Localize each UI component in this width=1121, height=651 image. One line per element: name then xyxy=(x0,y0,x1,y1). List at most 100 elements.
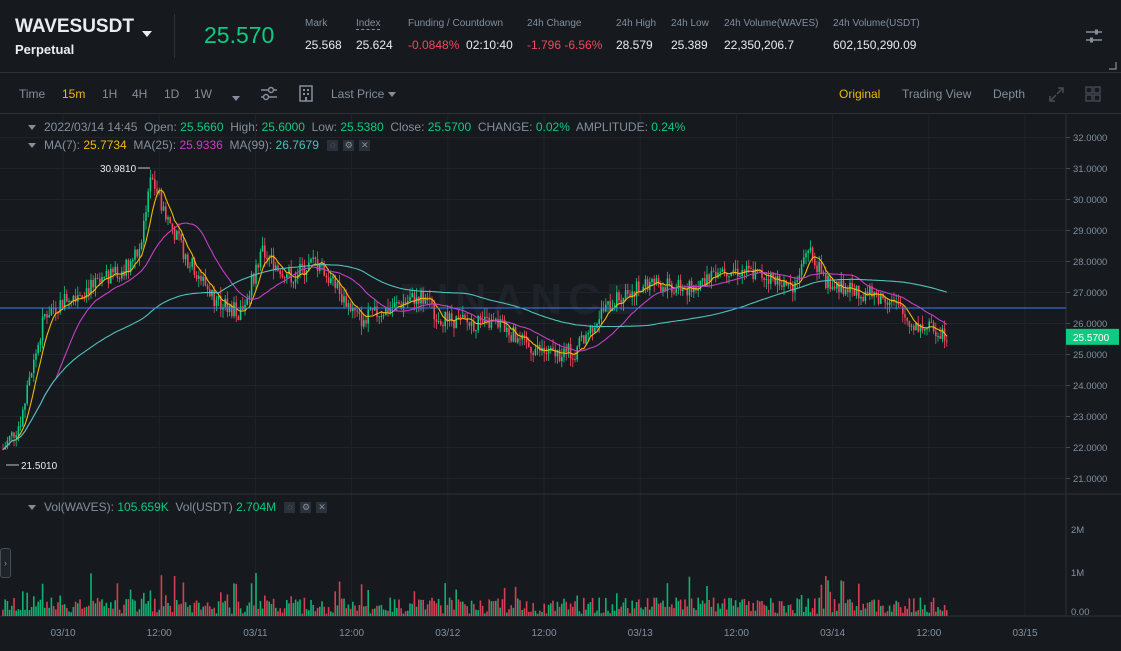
candle-body xyxy=(820,262,823,274)
candle-body xyxy=(778,276,781,286)
volume-bar xyxy=(154,598,156,616)
volume-bar xyxy=(605,597,607,616)
candle-body xyxy=(6,440,9,447)
collapse-volume-icon[interactable] xyxy=(28,505,36,511)
volume-bar xyxy=(389,597,391,616)
candle-body xyxy=(118,277,121,279)
candle-body xyxy=(871,286,873,297)
candle-body xyxy=(572,358,574,360)
candle-body xyxy=(897,301,900,305)
volume-bar xyxy=(814,598,816,616)
interval-1w[interactable]: 1W xyxy=(194,87,212,101)
volume-bar xyxy=(272,598,275,616)
volume-bar xyxy=(52,606,55,616)
view-tradingview-tab[interactable]: Trading View xyxy=(902,87,972,101)
candle-body xyxy=(226,298,229,313)
candlestick-chart[interactable]: BINANCE 30.9810 21.5010 32.0000 31.0000 30.00… xyxy=(0,114,1121,646)
collapse-ohlc-icon[interactable] xyxy=(28,125,36,131)
ma99-value: 26.7679 xyxy=(275,138,319,152)
candle-body xyxy=(129,261,132,273)
y-tick-label: 21.0000 xyxy=(1073,474,1107,485)
vol-settings-icon[interactable]: ⚙ xyxy=(300,502,312,514)
volume-bar xyxy=(418,599,420,616)
volume-bar xyxy=(851,602,853,616)
volume-bar xyxy=(378,605,380,616)
candle-body xyxy=(68,300,70,302)
candle-body xyxy=(503,319,506,332)
candle-body xyxy=(149,177,152,192)
volume-bar xyxy=(539,610,541,616)
volume-bar xyxy=(517,598,519,616)
stat-label[interactable]: Index xyxy=(356,18,381,30)
volume-bar xyxy=(279,608,281,616)
expand-panel-handle[interactable]: › xyxy=(0,548,11,578)
candle-body xyxy=(453,320,455,329)
symbol-name[interactable]: WAVESUSDT xyxy=(15,16,134,37)
fullscreen-icon[interactable] xyxy=(1049,87,1064,102)
building-icon[interactable] xyxy=(299,85,313,102)
volume-bar xyxy=(772,602,774,616)
volume-bar xyxy=(565,601,567,616)
volume-bar xyxy=(17,609,20,616)
volume-bar xyxy=(873,599,875,616)
volume-bar xyxy=(110,602,112,616)
interval-4h[interactable]: 4H xyxy=(132,87,148,101)
view-original-tab[interactable]: Original xyxy=(839,87,881,101)
volume-bar xyxy=(935,611,937,616)
y-tick-label: 23.0000 xyxy=(1073,412,1107,423)
interval-1d[interactable]: 1D xyxy=(164,87,180,101)
settings-sliders-icon[interactable] xyxy=(1085,28,1103,44)
volume-bar xyxy=(937,607,939,616)
view-depth-tab[interactable]: Depth xyxy=(993,87,1026,101)
volume-bar xyxy=(646,598,649,616)
chart-area[interactable]: BINANCE 30.9810 21.5010 32.0000 31.0000 30.00… xyxy=(0,114,1121,646)
interval-15m[interactable]: 15m xyxy=(62,87,86,101)
indicator-settings-icon[interactable] xyxy=(261,86,277,102)
candle-body xyxy=(844,289,847,295)
price-type-select[interactable]: Last Price xyxy=(331,87,397,101)
candle-body xyxy=(545,352,548,354)
candle-body xyxy=(178,231,180,234)
volume-bar xyxy=(11,605,13,616)
volume-bar xyxy=(407,610,409,616)
volume-bar xyxy=(92,600,94,616)
interval-1h[interactable]: 1H xyxy=(102,87,118,101)
candle-body xyxy=(228,305,231,313)
candle-body xyxy=(261,245,264,252)
interval-time[interactable]: Time xyxy=(19,87,46,101)
candle-body xyxy=(508,327,510,336)
volume-bar xyxy=(336,605,339,616)
volume-bar xyxy=(664,606,666,616)
candle-body xyxy=(88,288,90,295)
volume-bar xyxy=(932,597,935,616)
candle-body xyxy=(847,289,849,293)
ma-hide-icon[interactable]: ◌ xyxy=(327,140,339,152)
volume-bar xyxy=(242,613,244,616)
candle-body xyxy=(869,286,871,296)
candle-body xyxy=(288,268,290,274)
candle-body xyxy=(81,295,83,298)
candle-body xyxy=(523,334,526,337)
ma-settings-icon[interactable]: ⚙ xyxy=(343,140,355,152)
volume-bar xyxy=(726,609,728,616)
candle-body xyxy=(407,301,409,303)
volume-bar xyxy=(880,605,882,616)
candle-body xyxy=(888,302,891,305)
candle-body xyxy=(475,330,477,332)
collapse-ma-icon[interactable] xyxy=(28,143,36,149)
candle-body xyxy=(655,278,658,285)
volume-bar xyxy=(827,580,829,616)
resize-corner-icon[interactable] xyxy=(1109,62,1117,70)
more-intervals-icon[interactable] xyxy=(232,91,240,105)
vol-hide-icon[interactable]: ◌ xyxy=(284,502,296,514)
symbol-dropdown-icon[interactable] xyxy=(142,31,152,37)
volume-bar xyxy=(552,600,554,616)
vol-close-icon[interactable]: ✕ xyxy=(316,502,328,514)
grid-layout-icon[interactable] xyxy=(1085,86,1101,102)
volume-bar xyxy=(165,595,167,616)
candle-body xyxy=(250,273,253,296)
volume-bar xyxy=(96,597,99,616)
ma-close-icon[interactable]: ✕ xyxy=(359,140,371,152)
close-label: Close: xyxy=(390,120,425,134)
max-price-marker: 30.9810 xyxy=(100,164,137,175)
